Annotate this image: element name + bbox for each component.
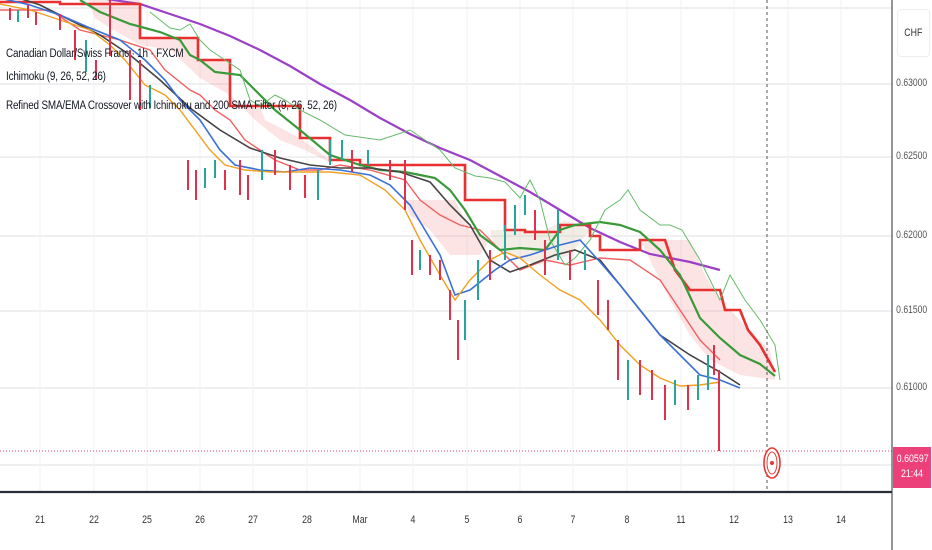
time-tick-label: 4 xyxy=(410,514,416,526)
time-tick-label: 28 xyxy=(302,514,312,526)
senkou-green-line xyxy=(79,0,776,377)
time-tick-label: 8 xyxy=(624,514,630,526)
time-tick-label: 7 xyxy=(570,514,576,526)
time-tick-label: 22 xyxy=(89,514,99,526)
time-tick-label: 11 xyxy=(676,514,686,526)
time-tick-label: 26 xyxy=(195,514,205,526)
price-tick-label: 0.63000 xyxy=(896,77,928,89)
price-tick-label: 0.61000 xyxy=(896,381,928,393)
current-price-badge: 0.60597 21:44 xyxy=(893,447,931,488)
time-tick-label: 13 xyxy=(783,514,793,526)
time-tick-label: 21 xyxy=(35,514,45,526)
time-tick-label: 12 xyxy=(729,514,739,526)
currency-unit-button[interactable]: CHF xyxy=(897,9,930,57)
symbol-legend[interactable]: Canadian Dollar/Swiss Franc · 1h · FXCM xyxy=(6,48,184,60)
price-tick-label: 0.62500 xyxy=(896,150,928,162)
price-candles xyxy=(9,0,720,451)
ichimoku-legend[interactable]: Ichimoku (9, 26, 52, 26) xyxy=(6,71,106,83)
ema-fast-line xyxy=(5,0,741,389)
time-tick-label: 25 xyxy=(142,514,152,526)
time-tick-label: 27 xyxy=(248,514,258,526)
chikou-line xyxy=(149,11,781,381)
sma200-line xyxy=(105,0,721,272)
time-tick-label: 5 xyxy=(464,514,470,526)
ichimoku-cloud xyxy=(88,0,775,380)
current-price-value: 0.60597 xyxy=(896,453,929,465)
time-tick-label: 14 xyxy=(836,514,846,526)
time-tick-label: 6 xyxy=(517,514,523,526)
currency-label: CHF xyxy=(904,27,923,39)
time-tick-label: Mar xyxy=(352,514,368,526)
price-tick-label: 0.62000 xyxy=(896,229,928,241)
ema-mid-line xyxy=(0,3,721,387)
signal-marker-icon[interactable] xyxy=(763,447,781,479)
strategy-legend[interactable]: Refined SMA/EMA Crossover with Ichimoku … xyxy=(6,100,337,112)
price-tick-label: 0.61500 xyxy=(896,304,928,316)
bar-countdown: 21:44 xyxy=(900,468,924,480)
vertical-gridlines xyxy=(39,0,842,492)
